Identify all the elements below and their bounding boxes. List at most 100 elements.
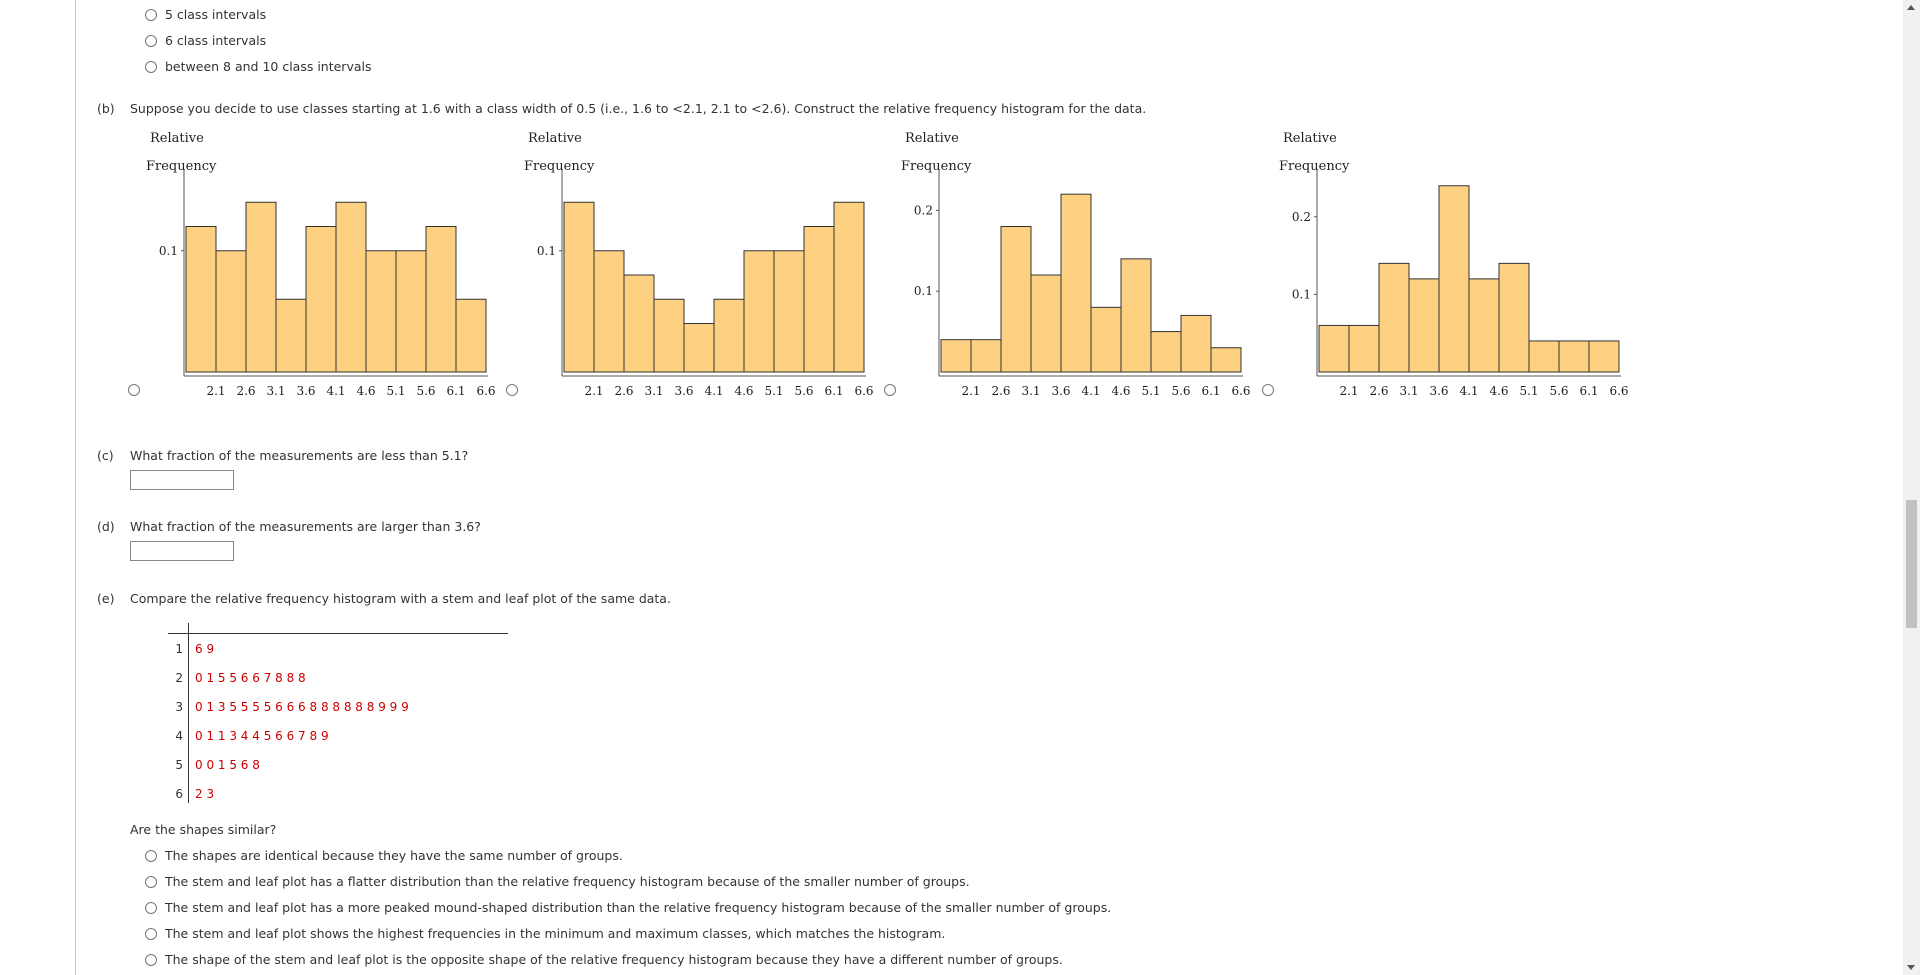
histogram-radio-3[interactable] bbox=[884, 384, 896, 396]
radio-button[interactable] bbox=[145, 8, 157, 21]
histogram-bar bbox=[455, 298, 487, 373]
option-a-3[interactable]: between 8 and 10 class intervals bbox=[145, 59, 372, 74]
stem-leaf-row: 2 0 1 5 5 6 6 7 8 8 8 bbox=[168, 668, 305, 688]
radio-button[interactable] bbox=[145, 953, 157, 966]
x-tick-label: 5.6 bbox=[416, 384, 435, 398]
stem-leaf-row: 4 0 1 1 3 4 4 5 6 6 7 8 9 bbox=[168, 726, 328, 746]
x-tick-label: 3.6 bbox=[674, 384, 693, 398]
y-tick-label: 0.1 bbox=[914, 284, 933, 298]
scroll-up-arrow-icon[interactable] bbox=[1907, 5, 1915, 10]
x-tick-label: 5.1 bbox=[764, 384, 783, 398]
radio-button[interactable] bbox=[145, 901, 157, 914]
histogram-bar bbox=[1498, 262, 1530, 373]
histogram-bar bbox=[335, 201, 367, 373]
question-e-label: (e) bbox=[97, 591, 115, 606]
option-e-3[interactable]: The stem and leaf plot has a more peaked… bbox=[145, 900, 1111, 915]
stem-value: 4 bbox=[175, 729, 183, 743]
radio-button[interactable] bbox=[145, 34, 157, 47]
leaf-values: 0 0 1 5 6 8 bbox=[195, 758, 260, 772]
histogram-bar bbox=[1318, 324, 1350, 373]
scroll-down-arrow-icon[interactable] bbox=[1907, 965, 1915, 970]
vertical-scrollbar[interactable] bbox=[1903, 0, 1920, 975]
question-c-label: (c) bbox=[97, 448, 114, 463]
x-tick-label: 5.1 bbox=[1519, 384, 1538, 398]
histogram-bar bbox=[940, 339, 972, 373]
histogram-option-2: Relative Frequency 0.1 2.1 2.6 3.1 3.6 4.1 4.6 5.… bbox=[508, 128, 878, 398]
y-tick-label: 0.1 bbox=[1292, 287, 1311, 301]
histogram-bar bbox=[1030, 274, 1062, 373]
histogram-bar bbox=[1150, 331, 1182, 373]
histogram-chart-1: Relative Frequency 0.1 2.1 2.6 3.1 3.6 4.1 4.6 5.… bbox=[146, 131, 496, 398]
x-tick-label: 6.6 bbox=[1609, 384, 1628, 398]
x-tick-label: 2.6 bbox=[1369, 384, 1388, 398]
histogram-bar bbox=[683, 323, 715, 373]
x-tick-label: 2.1 bbox=[961, 384, 980, 398]
answer-input-c[interactable] bbox=[130, 470, 234, 490]
scroll-thumb[interactable] bbox=[1906, 500, 1917, 628]
x-tick-label: 3.1 bbox=[1399, 384, 1418, 398]
y-axis-label-line2: Frequency bbox=[901, 159, 972, 174]
x-tick-label: 4.1 bbox=[1081, 384, 1100, 398]
option-a-1[interactable]: 5 class intervals bbox=[145, 7, 266, 22]
histogram-bar bbox=[653, 298, 685, 373]
question-c: (c) What fraction of the measurements are… bbox=[97, 448, 468, 463]
option-a-2[interactable]: 6 class intervals bbox=[145, 33, 266, 48]
histogram-bar bbox=[1210, 347, 1242, 373]
histogram-bar bbox=[803, 226, 835, 373]
x-tick-label: 6.1 bbox=[446, 384, 465, 398]
x-tick-label: 6.6 bbox=[854, 384, 873, 398]
option-e-1[interactable]: The shapes are identical because they ha… bbox=[145, 848, 623, 863]
option-e-2[interactable]: The stem and leaf plot has a flatter dis… bbox=[145, 874, 970, 889]
y-axis-label-line2: Frequency bbox=[524, 159, 595, 174]
option-e-4[interactable]: The stem and leaf plot shows the highest… bbox=[145, 926, 945, 941]
stem-leaf-top-rule bbox=[168, 633, 508, 634]
x-tick-label: 3.1 bbox=[644, 384, 663, 398]
stem-value: 3 bbox=[175, 700, 183, 714]
histogram-chart-3: Relative Frequency 0.1 0.2 2.1 2.6 3.1 3.6 4.1 4.… bbox=[901, 131, 1251, 398]
histogram-bar bbox=[743, 250, 775, 373]
histogram-radio-1[interactable] bbox=[128, 384, 140, 396]
x-tick-label: 2.6 bbox=[236, 384, 255, 398]
stem-leaf-row: 3 0 1 3 5 5 5 5 6 6 6 8 8 8 8 8 8 9 9 9 bbox=[168, 697, 408, 717]
radio-button[interactable] bbox=[145, 60, 157, 73]
histogram-bar bbox=[1180, 314, 1212, 373]
radio-button[interactable] bbox=[145, 849, 157, 862]
histogram-bar bbox=[395, 250, 427, 373]
histogram-bar bbox=[215, 250, 247, 373]
x-tick-label: 4.6 bbox=[1489, 384, 1508, 398]
histogram-bar bbox=[1438, 185, 1470, 373]
x-tick-label: 4.1 bbox=[704, 384, 723, 398]
y-axis-label-line1: Relative bbox=[528, 131, 582, 146]
y-tick-label: 0.1 bbox=[159, 244, 178, 258]
x-tick-label: 2.1 bbox=[1339, 384, 1358, 398]
histogram-bar bbox=[970, 339, 1002, 373]
radio-button[interactable] bbox=[145, 875, 157, 888]
y-axis-label-line2: Frequency bbox=[1279, 159, 1350, 174]
leaf-values: 6 9 bbox=[195, 642, 215, 656]
question-e: (e) Compare the relative frequency histog… bbox=[97, 591, 671, 606]
question-b-label: (b) bbox=[97, 101, 115, 116]
y-tick-label: 0.2 bbox=[1292, 210, 1311, 224]
histogram-bar bbox=[833, 201, 865, 373]
answer-input-d[interactable] bbox=[130, 541, 234, 561]
question-d-label: (d) bbox=[97, 519, 115, 534]
x-tick-label: 6.6 bbox=[476, 384, 495, 398]
x-tick-label: 5.1 bbox=[1141, 384, 1160, 398]
x-tick-label: 3.1 bbox=[1021, 384, 1040, 398]
radio-button[interactable] bbox=[145, 927, 157, 940]
x-tick-label: 4.1 bbox=[1459, 384, 1478, 398]
stem-leaf-row: 1 6 9 bbox=[168, 639, 214, 659]
histogram-radio-2[interactable] bbox=[506, 384, 518, 396]
question-d: (d) What fraction of the measurements are… bbox=[97, 519, 481, 534]
option-label: The shape of the stem and leaf plot is t… bbox=[165, 952, 1063, 967]
x-tick-label: 2.6 bbox=[614, 384, 633, 398]
histogram-bar bbox=[773, 250, 805, 373]
histogram-chart-4: Relative Frequency 0.1 0.2 2.1 2.6 3.1 3.6 4.1 4.… bbox=[1279, 131, 1629, 398]
option-label: The stem and leaf plot has a more peaked… bbox=[165, 900, 1112, 915]
histogram-bar bbox=[1120, 258, 1152, 373]
histogram-radio-4[interactable] bbox=[1262, 384, 1274, 396]
option-e-5[interactable]: The shape of the stem and leaf plot is t… bbox=[145, 952, 1063, 967]
y-axis-label-line1: Relative bbox=[150, 131, 204, 146]
histogram-bar bbox=[1408, 278, 1440, 373]
